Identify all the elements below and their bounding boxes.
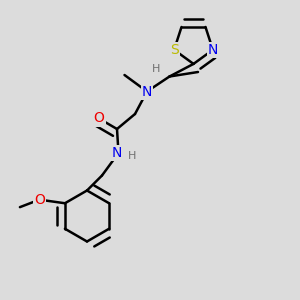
Text: H: H xyxy=(152,64,160,74)
Text: N: N xyxy=(142,85,152,98)
Text: N: N xyxy=(112,146,122,160)
Text: S: S xyxy=(170,43,178,57)
Text: O: O xyxy=(94,112,104,125)
Text: H: H xyxy=(128,151,136,161)
Text: N: N xyxy=(208,43,218,57)
Text: O: O xyxy=(34,193,45,207)
